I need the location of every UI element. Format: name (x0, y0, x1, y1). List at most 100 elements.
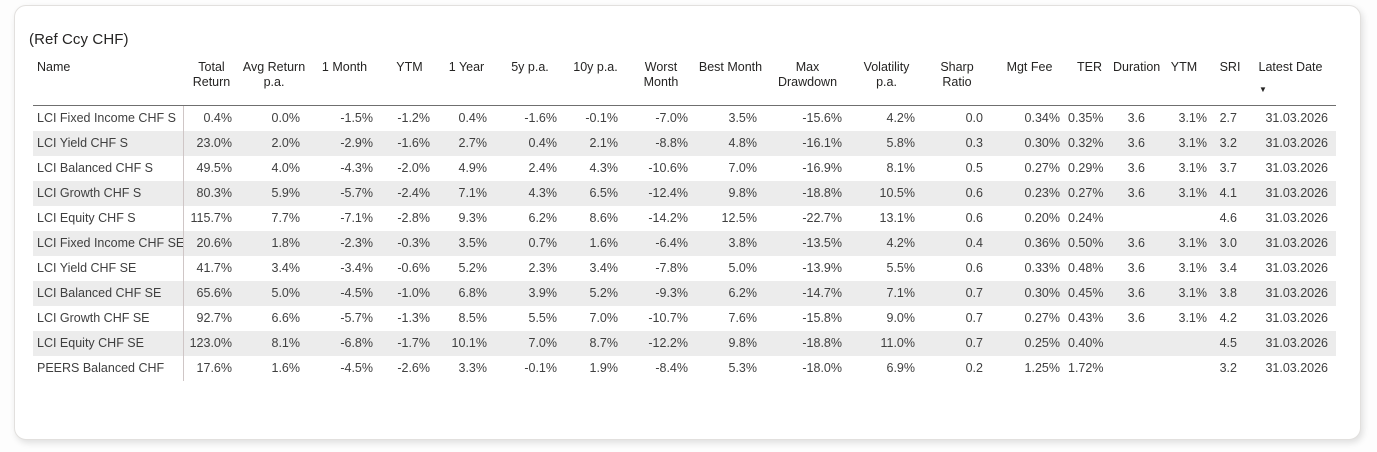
value-cell: -2.8% (397, 211, 430, 225)
column-header-worst-month[interactable]: Worst Month (626, 58, 696, 106)
value-cell: 23.0% (196, 136, 232, 150)
value-cell: 0.7 (965, 336, 983, 350)
value-cell: 13.1% (879, 211, 915, 225)
table-row[interactable]: LCI Fixed Income CHF SE 20.6% 1.8% -2.3% -0.… (33, 230, 1336, 256)
value-cell: -16.9% (802, 161, 842, 175)
value-cell: 0.7 (965, 286, 983, 300)
table-row[interactable]: LCI Equity CHF SE 123.0% 8.1% -6.8% -1.7% 10.… (33, 330, 1336, 356)
column-header-sri[interactable]: SRI (1215, 58, 1245, 106)
value-cell: -4.5% (340, 361, 373, 375)
value-cell: 31.03.2026 (1265, 311, 1328, 325)
value-cell: -4.5% (340, 286, 373, 300)
value-cell: 3.6 (1127, 261, 1145, 275)
value-cell: 9.8% (728, 186, 758, 200)
column-header-ytm[interactable]: YTM (381, 58, 438, 106)
value-cell: 0.5 (965, 161, 983, 175)
value-cell: 3.6 (1127, 161, 1145, 175)
column-header-ytm[interactable]: YTM (1153, 58, 1215, 106)
column-header-mgt-fee[interactable]: Mgt Fee (991, 58, 1068, 106)
value-cell: 0.0 (965, 111, 983, 126)
value-cell: -8.4% (655, 361, 688, 375)
value-cell: 0.6 (965, 186, 983, 200)
value-cell: 5.0% (271, 286, 301, 300)
value-cell: 3.9% (528, 286, 558, 300)
column-header-max-drawdown[interactable]: Max Drawdown (765, 58, 850, 106)
column-header-5y-p-a[interactable]: 5y p.a. (495, 58, 565, 106)
value-cell: 3.1% (1178, 261, 1208, 275)
value-cell: 5.8% (886, 136, 916, 150)
value-cell: 1.25% (1024, 361, 1060, 375)
table-row[interactable]: LCI Yield CHF S 23.0% 2.0% -2.9% -1.6% 2.7% 0.… (33, 130, 1336, 156)
value-cell: 31.03.2026 (1265, 261, 1328, 275)
value-cell: 4.1 (1219, 186, 1237, 200)
value-cell: 0.0% (271, 111, 301, 126)
value-cell: 0.34% (1024, 111, 1060, 126)
value-cell: 12.5% (721, 211, 757, 225)
table-row[interactable]: LCI Balanced CHF S 49.5% 4.0% -4.3% -2.0% 4.9… (33, 155, 1336, 181)
header-row: Name Total Return Avg Return p.a. 1 Month YT… (33, 58, 1336, 106)
value-cell: 0.23% (1024, 186, 1060, 200)
value-cell: 31.03.2026 (1265, 136, 1328, 150)
value-cell: -22.7% (802, 211, 842, 225)
column-header-latest-date[interactable]: Latest Date ▼ (1245, 58, 1336, 106)
table-row[interactable]: LCI Growth CHF SE 92.7% 6.6% -5.7% -1.3% 8.5%… (33, 305, 1336, 331)
value-cell: 0.45% (1068, 286, 1104, 300)
value-cell: 11.0% (880, 336, 915, 350)
table-row[interactable]: LCI Equity CHF S 115.7% 7.7% -7.1% -2.8% 9.3%… (33, 205, 1336, 231)
table-row[interactable]: LCI Fixed Income CHF S 0.4% 0.0% -1.5% -1.2%… (33, 105, 1336, 131)
value-cell: 2.1% (589, 136, 619, 150)
column-header-avg-return-p-a[interactable]: Avg Return p.a. (240, 58, 308, 106)
value-cell: 1.8% (271, 236, 301, 250)
column-header-10y-p-a[interactable]: 10y p.a. (565, 58, 626, 106)
value-cell: -0.1% (585, 111, 618, 126)
value-cell: -1.7% (397, 336, 430, 350)
table-row[interactable]: LCI Growth CHF S 80.3% 5.9% -5.7% -2.4% 7.1% 4… (33, 180, 1336, 206)
table-row[interactable]: PEERS Balanced CHF 17.6% 1.6% -4.5% -2.6% 3.3… (33, 355, 1336, 381)
value-cell: -0.1% (524, 361, 557, 375)
column-header-name[interactable]: Name (33, 58, 183, 106)
value-cell: 1.9% (589, 361, 619, 375)
table-header: Name Total Return Avg Return p.a. 1 Month YT… (33, 58, 1336, 106)
column-header-1-year[interactable]: 1 Year (438, 58, 495, 106)
column-header-label: SRI (1219, 60, 1241, 74)
column-header-1-month[interactable]: 1 Month (308, 58, 381, 106)
column-header-total-return[interactable]: Total Return (183, 58, 240, 106)
column-header-volatility-p-a[interactable]: Volatility p.a. (850, 58, 923, 106)
value-cell: -16.1% (802, 136, 842, 150)
value-cell: 0.27% (1024, 311, 1060, 325)
row-name-cell: LCI Growth CHF S (33, 180, 184, 206)
table-row[interactable]: LCI Yield CHF SE 41.7% 3.4% -3.4% -0.6% 5.2% 2… (33, 255, 1336, 281)
value-cell: 7.1% (886, 286, 916, 300)
value-cell: 3.6 (1127, 186, 1145, 200)
value-cell: -6.4% (655, 236, 688, 250)
row-name-cell: LCI Balanced CHF SE (33, 280, 184, 306)
value-cell: 9.3% (458, 211, 488, 225)
column-header-label: Max Drawdown (777, 60, 838, 89)
column-header-label: 1 Month (321, 60, 368, 74)
value-cell: 1.72% (1068, 361, 1104, 375)
value-cell: 3.2 (1219, 361, 1237, 375)
value-cell: 7.0% (589, 311, 619, 325)
value-cell: 0.33% (1024, 261, 1060, 275)
value-cell: 80.3% (196, 186, 232, 200)
sort-descending-icon[interactable]: ▼ (1259, 85, 1267, 94)
value-cell: -9.3% (655, 286, 688, 300)
value-cell: 9.8% (728, 336, 758, 350)
value-cell: -1.0% (397, 286, 430, 300)
column-header-sharp-ratio[interactable]: Sharp Ratio (923, 58, 991, 106)
value-cell: 7.0% (728, 161, 758, 175)
table-row[interactable]: LCI Balanced CHF SE 65.6% 5.0% -4.5% -1.0% 6.… (33, 280, 1336, 306)
value-cell: 0.50% (1068, 236, 1104, 250)
column-header-ter[interactable]: TER (1068, 58, 1111, 106)
value-cell: 8.1% (886, 161, 916, 175)
column-header-duration[interactable]: Duration (1111, 58, 1160, 106)
column-header-label: YTM (396, 60, 423, 74)
column-header-best-month[interactable]: Best Month (696, 58, 765, 106)
column-header-label: Total Return (192, 60, 231, 89)
value-cell: -0.6% (397, 261, 430, 275)
value-cell: 3.6 (1127, 236, 1145, 250)
value-cell: -8.8% (655, 136, 688, 150)
value-cell: 7.0% (528, 336, 558, 350)
value-cell: 115.7% (190, 211, 232, 225)
value-cell: 3.5% (728, 111, 758, 126)
